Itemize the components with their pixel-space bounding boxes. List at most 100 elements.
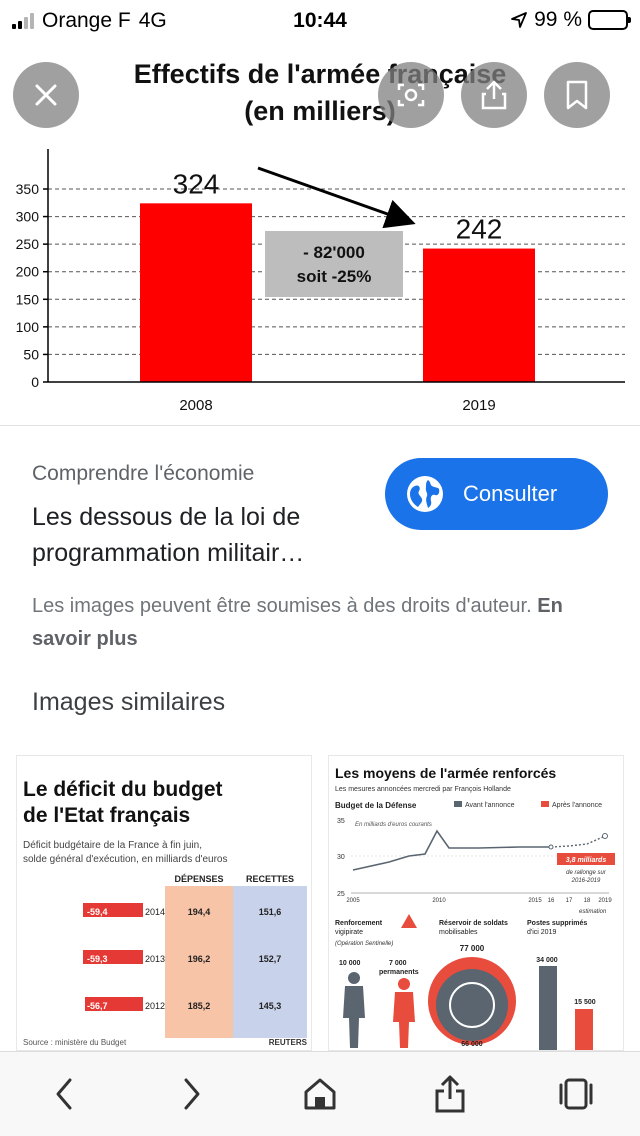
soldier-icon (343, 972, 365, 1048)
y-tick-label: 150 (16, 291, 40, 307)
battery-percent: 99 % (534, 8, 582, 31)
thumb1-recettes: 151,6 (259, 907, 282, 917)
source-label[interactable]: Comprendre l'économie (32, 462, 255, 485)
network-label: 4G (138, 9, 167, 32)
thumb2-v66000: 66 000 (461, 1041, 483, 1048)
y-tick-label: 50 (23, 346, 39, 362)
chart-title-line2: (en milliers) (244, 96, 396, 126)
chart-bars: 324 2008 242 2019 (140, 168, 535, 414)
thumb2-x-labels: 2005 2010 2015 16 17 18 2019 (346, 898, 612, 904)
thumb2-v7000: 7 000 (389, 960, 407, 967)
signal-icon (12, 13, 34, 29)
thumb1-deficit-bar (83, 950, 143, 964)
bar-2008 (140, 203, 252, 382)
thumb2-callout-value: 3,8 milliards (566, 857, 607, 864)
thumb2-legend-after: Après l'annonce (552, 802, 602, 809)
tabs-button[interactable] (554, 1072, 598, 1116)
thumb2-section1-line2: vigipirate (335, 929, 363, 936)
thumb2-section3-line2: d'ici 2019 (527, 929, 556, 936)
thumb2-budget-label: Budget de la Défense (335, 801, 417, 810)
thumb1-deficit-bar (83, 903, 143, 917)
thumb1-recettes: 152,7 (259, 954, 282, 964)
soldier-red-icon (393, 978, 415, 1048)
share-icon (481, 80, 507, 110)
thumb2-v77000: 77 000 (460, 944, 485, 953)
thumb1-deficit-value: -59,3 (87, 954, 108, 964)
annotation-line2: soit -25% (297, 267, 372, 286)
thumb2-x-label: 2015 (528, 898, 542, 904)
thumb2-legend-before: Avant l'annonce (465, 802, 515, 809)
forward-button[interactable] (170, 1072, 214, 1116)
thumb2-estimation: estimation (579, 909, 607, 915)
thumb2-x-label: 2019 (598, 898, 612, 904)
learn-more-link[interactable]: En savoir plus (32, 595, 563, 650)
thumb2-section1-line1: Renforcement (335, 920, 383, 927)
thumb1-title-line1: Le déficit du budget (23, 778, 223, 801)
y-tick-label: 350 (16, 181, 40, 197)
thumb1-depenses: 185,2 (188, 1001, 211, 1011)
similar-image-1[interactable]: Le déficit du budget de l'Etat français … (16, 755, 312, 1051)
share-page-button[interactable] (428, 1072, 472, 1116)
bar-value-label: 242 (456, 214, 503, 245)
thumb1-depenses: 196,2 (188, 954, 211, 964)
bar-value-label: 324 (173, 168, 220, 199)
army-chart: Effectifs de l'armée française (en milli… (16, 59, 625, 414)
thumb2-section2-line1: Réservoir de soldats (439, 920, 508, 927)
thumb2-graphic: Les moyens de l'armée renforcés Les mesu… (335, 765, 615, 1050)
thumb2-x-label: 2005 (346, 898, 360, 904)
chart-title-line1: Effectifs de l'armée française (134, 59, 507, 89)
back-button[interactable] (42, 1072, 86, 1116)
thumb1-subtitle-line2: solde général d'exécution, en milliards … (23, 854, 228, 865)
thumb2-permanents: permanents (379, 969, 419, 976)
thumb1-graphic: Le déficit du budget de l'Etat français … (23, 778, 308, 1047)
home-icon (304, 1078, 336, 1110)
lens-button[interactable] (378, 62, 444, 128)
thumb1-year: 2012 (145, 1001, 165, 1011)
thumb1-credit: REUTERS (269, 1038, 308, 1047)
thumb1-recettes: 145,3 (259, 1001, 282, 1011)
similar-image-2[interactable]: Les moyens de l'armée renforcés Les mesu… (328, 755, 624, 1051)
y-tick-label: 200 (16, 264, 40, 280)
status-right: 99 % (510, 8, 631, 32)
y-tick-label: 300 (16, 209, 40, 225)
thumb1-deficit-value: -56,7 (87, 1001, 108, 1011)
thumb2-title: Les moyens de l'armée renforcés (335, 765, 556, 781)
thumb1-title-line2: de l'Etat français (23, 804, 190, 827)
location-icon (511, 12, 528, 28)
thumb2-x-label: 16 (548, 898, 555, 904)
bookmark-icon (566, 80, 588, 110)
consult-button[interactable]: Consulter (385, 458, 608, 530)
consult-label: Consulter (463, 481, 558, 506)
thumb1-subtitle-line1: Déficit budgétaire de la France à fin ju… (23, 840, 202, 851)
rights-notice: Les images peuvent être soumises à des d… (32, 590, 592, 656)
thumb2-subtitle: Les mesures annoncées mercredi par Franç… (335, 786, 511, 793)
thumb2-v15500: 15 500 (574, 999, 596, 1006)
thumb1-deficit-bar (85, 997, 143, 1011)
tabs-icon (559, 1078, 593, 1110)
lens-icon (397, 83, 425, 107)
close-icon (35, 84, 57, 106)
browser-toolbar (0, 1051, 640, 1136)
thumb1-deficit-value: -59,4 (87, 907, 108, 917)
save-button[interactable] (544, 62, 610, 128)
thumb2-v10000: 10 000 (339, 960, 361, 967)
image-viewer[interactable]: Effectifs de l'armée française (en milli… (0, 40, 640, 425)
status-left: Orange F 4G (12, 9, 167, 33)
close-button[interactable] (13, 62, 79, 128)
thumb2-x-label: 2010 (432, 898, 446, 904)
thumb2-section2-line2: mobilisables (439, 929, 478, 936)
result-title[interactable]: Les dessous de la loi de programmation m… (32, 503, 305, 567)
home-button[interactable] (298, 1072, 342, 1116)
thumb1-year: 2014 (145, 907, 165, 917)
thumb1-rows: -59,4 2014 194,4 151,6 -59,3 2013 196,2 152,7 -5… (83, 903, 281, 1011)
thumb2-x-label: 17 (566, 898, 573, 904)
annotation-line1: - 82'000 (303, 243, 365, 262)
share-button[interactable] (461, 62, 527, 128)
thumb1-depenses: 194,4 (188, 907, 211, 917)
thumb2-unit: En milliards d'euros courants (355, 822, 432, 828)
bar-2019 (423, 248, 535, 382)
chevron-left-icon (56, 1078, 72, 1110)
annotation-box (265, 231, 403, 297)
y-tick-label: 100 (16, 319, 40, 335)
divider (0, 425, 640, 426)
